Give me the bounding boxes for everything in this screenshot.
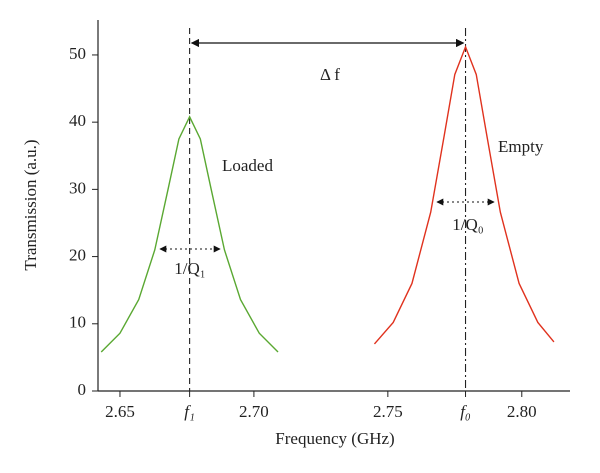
annotation: Δ f (320, 65, 340, 84)
annotation: Empty (498, 137, 544, 156)
y-tick-label: 50 (69, 44, 86, 63)
annotation: 1/Q₁ (174, 259, 205, 278)
x-tick-label: 2.65 (105, 402, 135, 421)
x-tick-label: 2.80 (507, 402, 537, 421)
line (100, 115, 279, 353)
y-tick-label: 0 (78, 380, 87, 399)
x-tick-label: 2.70 (239, 402, 269, 421)
y-tick-label: 20 (69, 245, 86, 264)
y-axis-label: Transmission (a.u.) (21, 139, 40, 270)
x-tick-label: f₀ (460, 402, 471, 421)
y-tick-label: 30 (69, 178, 86, 197)
y-tick-label: 40 (69, 111, 86, 130)
annotation: 1/Q₀ (452, 215, 484, 234)
x-axis-label: Frequency (GHz) (275, 429, 394, 448)
line (373, 44, 555, 345)
x-tick-label: 2.75 (373, 402, 403, 421)
x-tick-label: f₁ (184, 402, 195, 421)
annotation: Loaded (222, 156, 273, 175)
y-tick-label: 10 (69, 313, 86, 332)
